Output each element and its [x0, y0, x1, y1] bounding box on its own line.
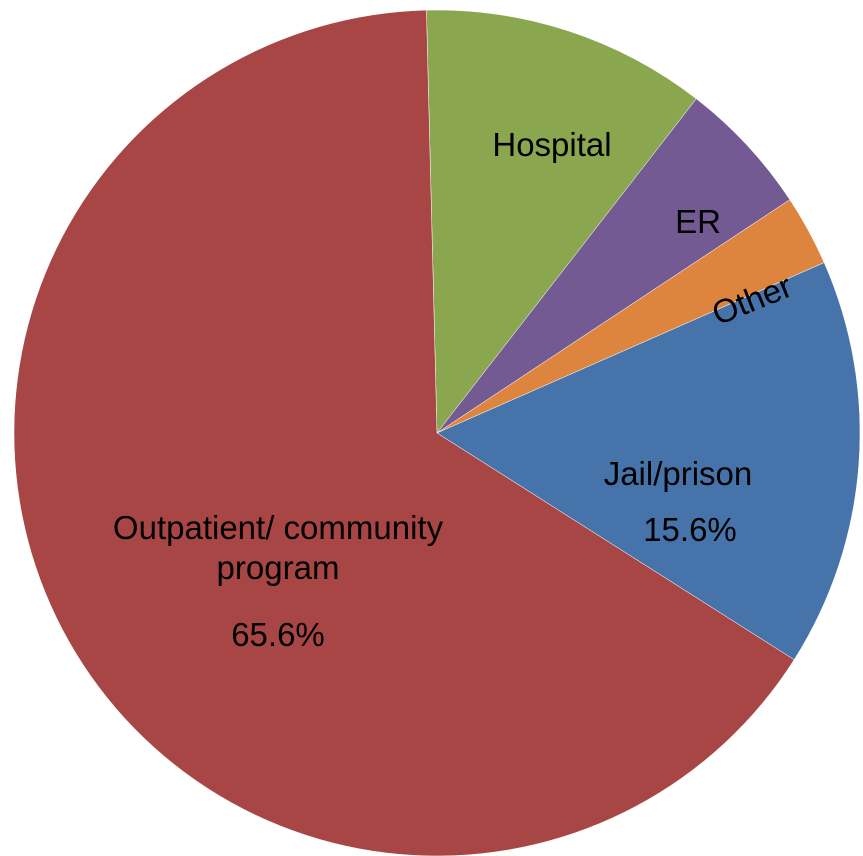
value-label: 65.6%	[231, 616, 325, 653]
pie-slice	[13, 9, 795, 856]
slice-label: Outpatient/ community program	[112, 509, 444, 586]
value-label: 15.6%	[643, 511, 737, 548]
pie-slice	[436, 98, 791, 434]
slice-label: ER	[675, 203, 721, 240]
slice-label: Jail/prison	[603, 455, 753, 492]
pie-slice	[426, 9, 697, 434]
slice-label: Hospital	[492, 126, 612, 163]
pie-slice	[436, 262, 861, 661]
